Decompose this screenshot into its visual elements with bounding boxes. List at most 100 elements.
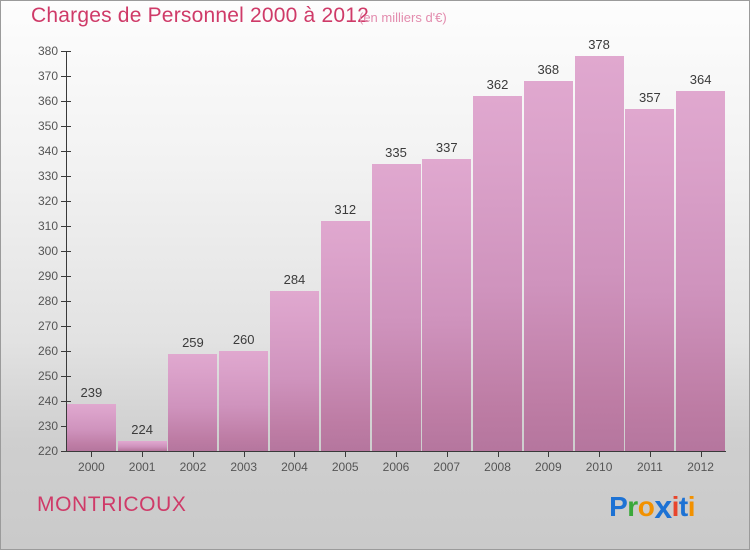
y-axis-tick: 310 (18, 219, 732, 233)
y-axis-tick-mark (61, 176, 71, 177)
y-axis-tick: 270 (18, 319, 732, 333)
bar-2007[interactable] (422, 158, 472, 451)
bar-2001[interactable] (117, 441, 167, 451)
y-axis-tick-label: 330 (37, 169, 58, 183)
bar-value-label: 337 (435, 139, 458, 155)
y-axis-tick-label: 220 (37, 444, 58, 458)
y-axis-tick: 370 (18, 69, 732, 83)
y-axis-tick-label: 360 (37, 94, 58, 108)
x-axis-tick-mark (396, 451, 397, 457)
bar-value-label: 378 (588, 37, 610, 52)
y-axis-tick-mark (61, 426, 71, 427)
bar-2005[interactable] (320, 221, 370, 451)
logo-letter-0: P (609, 491, 628, 522)
y-axis-tick-mark (61, 126, 71, 127)
y-axis-tick-mark (61, 276, 71, 277)
bar-2008[interactable] (473, 96, 523, 451)
y-axis-tick-mark (61, 451, 71, 452)
y-axis-tick: 220 (18, 444, 732, 458)
y-axis-tick-label: 250 (37, 369, 58, 383)
x-axis-tick-label: 2010 (585, 460, 613, 474)
bar-2006[interactable] (371, 163, 421, 451)
y-axis-tick-label: 320 (37, 194, 58, 208)
y-axis-tick-label: 300 (37, 244, 58, 258)
y-axis-tick-label: 290 (37, 269, 58, 283)
page-title: Charges de Personnel 2000 à 2012 (31, 4, 369, 27)
logo-letter-4: i (671, 491, 680, 522)
x-axis-tick-label: 2003 (230, 460, 258, 474)
y-axis-tick: 250 (18, 369, 732, 383)
x-axis-tick-mark (244, 451, 245, 457)
y-axis-tick-mark (61, 201, 71, 202)
bar-value-label: 364 (689, 72, 712, 87)
y-axis-tick-mark (61, 376, 71, 377)
y-axis-tick-mark (61, 76, 71, 77)
x-axis-tick-mark (345, 451, 346, 457)
bar-2012[interactable] (676, 91, 726, 451)
bar-value-label: 312 (334, 202, 357, 217)
bar-2011[interactable] (625, 108, 675, 451)
bar-value-label: 224 (131, 422, 153, 437)
x-axis-tick-mark (548, 451, 549, 457)
y-axis-tick-mark (61, 401, 71, 402)
bar-value-label: 284 (283, 272, 306, 287)
y-axis-tick-label: 350 (37, 119, 58, 133)
bar-2002[interactable] (168, 353, 218, 451)
y-axis-tick: 320 (18, 194, 732, 208)
y-axis-tick-mark (61, 151, 71, 152)
y-axis-tick: 360 (18, 94, 732, 108)
x-axis-tick-label: 2005 (331, 460, 359, 474)
bar-2000[interactable] (66, 403, 116, 451)
bar-2010[interactable] (574, 56, 624, 451)
y-axis-tick: 290 (18, 269, 732, 283)
x-axis-tick-label: 2006 (382, 460, 410, 474)
y-axis-tick-label: 340 (37, 144, 58, 158)
chart-subtitle: (en milliers d'€) (359, 10, 447, 25)
x-axis-tick-mark (294, 451, 295, 457)
x-axis-tick-label: 2011 (636, 460, 663, 474)
y-axis-tick: 230 (18, 419, 732, 433)
logo-letter-5: t (678, 491, 688, 522)
bar-value-label: 259 (182, 334, 204, 350)
y-axis-tick-mark (61, 101, 71, 102)
x-axis-tick-mark (447, 451, 448, 457)
y-axis-tick: 260 (18, 344, 732, 358)
bar-value-label: 239 (80, 384, 103, 400)
bar-value-label: 368 (537, 62, 560, 77)
y-axis-tick-mark (61, 301, 71, 302)
y-axis-tick: 380 (18, 44, 732, 58)
bar-2004[interactable] (269, 291, 319, 451)
y-axis-tick: 330 (18, 169, 732, 183)
bar-2003[interactable] (219, 351, 269, 451)
y-axis-tick-label: 370 (37, 69, 58, 83)
y-axis-tick-mark (61, 251, 71, 252)
y-axis-tick-mark (61, 51, 71, 52)
bar-value-label: 260 (232, 332, 255, 347)
x-axis-tick-mark (498, 451, 499, 457)
y-axis-tick-label: 230 (37, 419, 58, 433)
bar-2009[interactable] (523, 81, 573, 451)
x-axis-tick-label: 2001 (128, 460, 156, 474)
x-axis-tick-label: 2009 (534, 460, 562, 474)
bar-value-label: 335 (385, 144, 407, 160)
city-name-label: MONTRICOUX (37, 493, 187, 516)
x-axis-tick-label: 2000 (78, 460, 105, 474)
y-axis-tick-mark (61, 326, 71, 327)
x-axis-tick-mark (701, 451, 702, 457)
y-axis-tick: 240 (18, 394, 732, 408)
proxiti-logo: Proxiti (609, 487, 695, 525)
x-axis-tick-label: 2007 (433, 460, 461, 474)
x-axis-tick-label: 2008 (484, 460, 511, 474)
y-axis-tick-label: 280 (37, 294, 58, 308)
logo-letter-2: o (637, 491, 655, 522)
y-axis-tick: 300 (18, 244, 732, 258)
chart-header: Charges de Personnel 2000 à 2012 (en mil… (1, 1, 749, 37)
y-axis-tick: 340 (18, 144, 732, 158)
logo-letter-1: r (627, 491, 638, 522)
x-axis-tick-mark (599, 451, 600, 457)
y-axis-tick-label: 270 (37, 319, 58, 333)
y-axis-tick-label: 310 (37, 219, 58, 233)
x-axis-tick-mark (91, 451, 92, 457)
bar-value-label: 362 (486, 77, 509, 92)
